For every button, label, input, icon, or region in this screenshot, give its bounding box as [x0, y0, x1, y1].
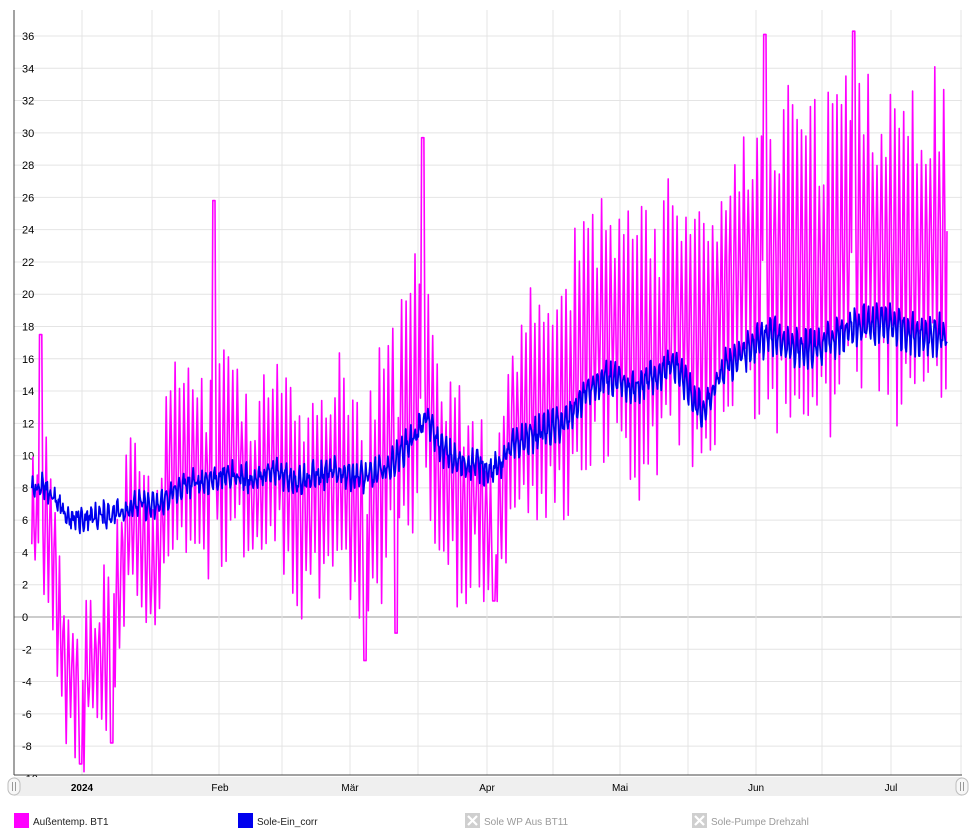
y-tick-label: 24	[22, 225, 34, 237]
axes	[13, 10, 962, 776]
y-tick-label: 34	[22, 63, 34, 75]
y-tick-label: 32	[22, 96, 34, 108]
grid	[13, 10, 962, 779]
y-tick-label: 20	[22, 289, 34, 301]
y-tick-label: 0	[22, 612, 28, 624]
time-navigator[interactable]: 2024 Feb Mär Apr Mai Jun Jul	[7, 777, 969, 796]
y-tick-label: -6	[22, 709, 32, 721]
y-tick-label: 36	[22, 31, 34, 43]
disabled-x-icon	[465, 813, 480, 828]
navigator-handle[interactable]	[7, 777, 21, 796]
y-tick-label: -8	[22, 741, 32, 753]
y-tick-label: 28	[22, 160, 34, 172]
x-tick-label: Apr	[479, 783, 495, 794]
legend-label: Sole-Ein_corr	[257, 817, 318, 828]
y-tick-label: 26	[22, 192, 34, 204]
y-tick-label: 8	[22, 483, 28, 495]
y-tick-label: 6	[22, 515, 28, 527]
legend-label: Außentemp. BT1	[33, 817, 109, 828]
y-tick-label: 14	[22, 386, 34, 398]
y-axis: -10-8-6-4-202468101214161820222426283032…	[22, 31, 38, 785]
y-tick-label: 18	[22, 322, 34, 334]
y-tick-label: -4	[22, 677, 32, 689]
legend-swatch	[14, 813, 29, 828]
y-tick-label: 22	[22, 257, 34, 269]
legend-item[interactable]: Außentemp. BT1	[14, 813, 109, 828]
legend-item[interactable]: Sole WP Aus BT11	[465, 813, 569, 828]
legend-item[interactable]: Sole-Pumpe Drehzahl	[692, 813, 809, 828]
disabled-x-icon	[692, 813, 707, 828]
navigator-track[interactable]	[14, 777, 962, 796]
y-tick-label: -2	[22, 644, 32, 656]
x-tick-label: Jun	[748, 783, 764, 794]
y-tick-label: 2	[22, 580, 28, 592]
x-tick-label: Mai	[612, 783, 628, 794]
y-tick-label: 12	[22, 418, 34, 430]
legend-swatch	[238, 813, 253, 828]
legend: Außentemp. BT1 Sole-Ein_corr Sole WP Aus B…	[14, 813, 809, 828]
series-group	[30, 30, 948, 773]
y-tick-label: 10	[22, 451, 34, 463]
navigator-handle[interactable]	[955, 777, 969, 796]
legend-label: Sole WP Aus BT11	[484, 817, 569, 828]
y-tick-label: 30	[22, 128, 34, 140]
y-tick-label: 16	[22, 354, 34, 366]
legend-item[interactable]: Sole-Ein_corr	[238, 813, 318, 828]
series-line-sole-ein	[30, 302, 948, 535]
x-tick-label: Jul	[885, 783, 898, 794]
series-line-aussentemp	[31, 30, 948, 773]
y-tick-label: 4	[22, 547, 28, 559]
legend-label: Sole-Pumpe Drehzahl	[711, 817, 809, 828]
x-tick-label: Mär	[341, 783, 359, 794]
x-tick-label: 2024	[71, 783, 94, 794]
x-tick-label: Feb	[211, 783, 229, 794]
